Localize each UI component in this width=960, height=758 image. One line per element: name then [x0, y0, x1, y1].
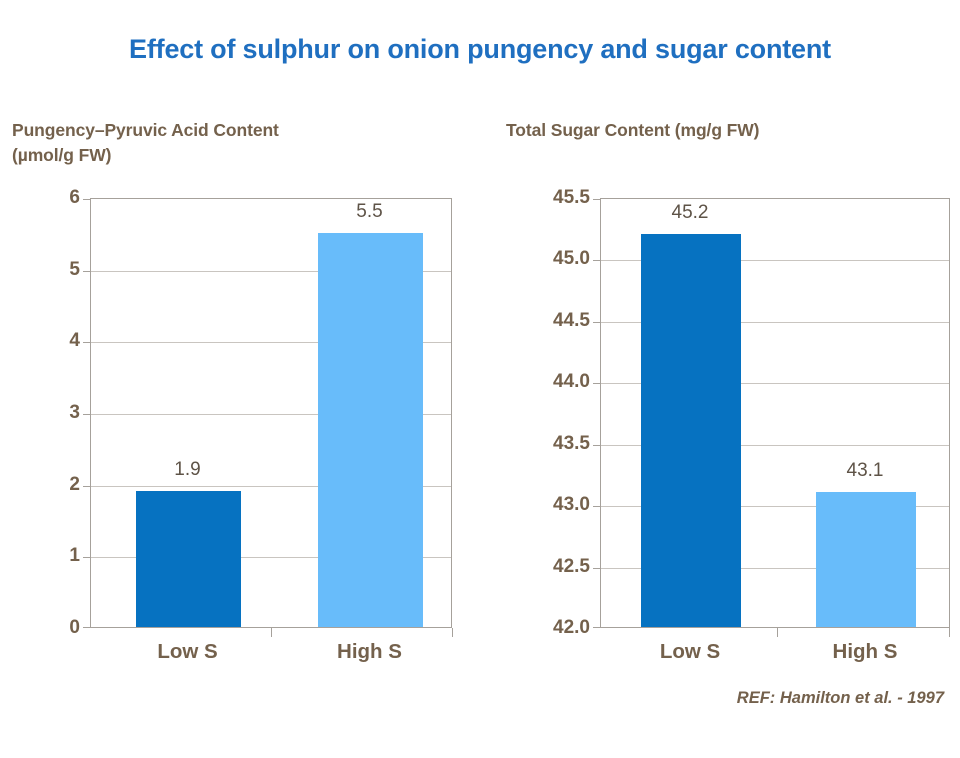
y-tick-mark — [83, 414, 90, 415]
x-tick-mark — [271, 628, 272, 637]
chart-pungency-plot-wrap: 0 1 2 3 4 5 6 1.9 5.5 — [12, 187, 464, 758]
y-tick-label: 2 — [69, 473, 80, 495]
chart-sugar-axis-title: Total Sugar Content (mg/g FW) — [506, 118, 956, 143]
x-tick-mark — [777, 628, 778, 637]
chart-pungency-y-axis: 0 1 2 3 4 5 6 — [12, 187, 80, 638]
gridline — [601, 260, 949, 262]
gridline — [601, 567, 949, 569]
y-tick-mark — [593, 321, 600, 323]
gridline — [91, 414, 451, 415]
category-label-low-s: Low S — [659, 640, 721, 663]
page-title: Effect of sulphur on onion pungency and … — [129, 34, 831, 64]
y-tick-mark — [593, 506, 600, 508]
bar-low-s[interactable] — [641, 233, 741, 627]
gridline — [91, 485, 451, 487]
y-tick-label: 5 — [69, 258, 80, 280]
y-tick-mark — [83, 342, 90, 344]
x-tick-mark — [452, 628, 453, 637]
bar-value-label-low-s: 1.9 — [174, 459, 201, 480]
y-tick-label: 4 — [69, 330, 80, 352]
bar-high-s[interactable] — [816, 491, 916, 627]
y-tick-mark — [593, 260, 600, 262]
y-tick-label: 42.0 — [553, 617, 590, 638]
y-tick-mark — [83, 557, 90, 559]
chart-pungency-axis-title: Pungency–Pyruvic Acid Content (µmol/g FW… — [12, 118, 464, 168]
y-tick-label: 3 — [69, 402, 80, 423]
chart-pungency: Pungency–Pyruvic Acid Content (µmol/g FW… — [12, 118, 464, 663]
y-tick-label: 45.0 — [553, 248, 590, 270]
y-tick-mark — [83, 270, 90, 272]
category-label-low-s: Low S — [157, 640, 218, 663]
chart-sugar-y-axis: 42.0 42.5 43.0 43.5 44.0 44.5 45.0 45.5 — [506, 187, 590, 638]
y-tick-mark — [593, 383, 600, 385]
bar-high-s[interactable] — [318, 232, 423, 627]
bar-low-s[interactable] — [136, 490, 241, 627]
y-tick-label: 45.5 — [553, 187, 590, 208]
y-tick-label: 43.0 — [553, 494, 590, 516]
y-tick-label: 6 — [69, 187, 80, 208]
x-tick-mark — [949, 628, 950, 637]
y-tick-mark — [83, 627, 90, 628]
y-tick-label: 44.5 — [553, 309, 590, 331]
y-tick-label: 44.0 — [553, 371, 590, 393]
y-tick-mark — [83, 199, 90, 200]
gridline — [601, 321, 949, 323]
reference-note: REF: Hamilton et al. - 1997 — [736, 689, 944, 707]
gridline — [91, 270, 451, 272]
category-label-high-s: High S — [337, 640, 402, 663]
y-tick-mark — [593, 199, 600, 200]
chart-sugar-axis-title-line1: Total Sugar Content (mg/g FW) — [506, 120, 760, 140]
gridline — [91, 342, 451, 344]
chart-sugar-plot-area — [593, 198, 950, 628]
y-tick-label: 42.5 — [553, 555, 590, 577]
bar-value-label-high-s: 5.5 — [356, 201, 383, 222]
gridline — [601, 506, 949, 508]
gridline — [601, 444, 949, 446]
gridline — [91, 557, 451, 559]
y-tick-label: 0 — [69, 617, 80, 638]
bar-value-label-low-s: 45.2 — [671, 202, 709, 223]
y-tick-mark — [593, 627, 600, 628]
chart-pungency-axis-title-line1: Pungency–Pyruvic Acid Content — [12, 120, 279, 140]
y-tick-label: 1 — [69, 545, 80, 567]
bar-value-label-high-s: 43.1 — [846, 460, 884, 481]
y-tick-mark — [593, 444, 600, 446]
chart-sugar: Total Sugar Content (mg/g FW) 42.0 42.5 … — [506, 118, 956, 663]
chart-pungency-plot-area — [83, 198, 452, 628]
category-label-high-s: High S — [832, 640, 898, 663]
gridline — [601, 383, 949, 385]
y-tick-mark — [83, 485, 90, 487]
chart-pungency-axis-title-line2: (µmol/g FW) — [12, 145, 112, 165]
y-tick-mark — [593, 567, 600, 569]
chart-sugar-plot-wrap: 42.0 42.5 43.0 43.5 44.0 44.5 45.0 45.5 — [506, 187, 956, 758]
y-tick-label: 43.5 — [553, 432, 590, 454]
